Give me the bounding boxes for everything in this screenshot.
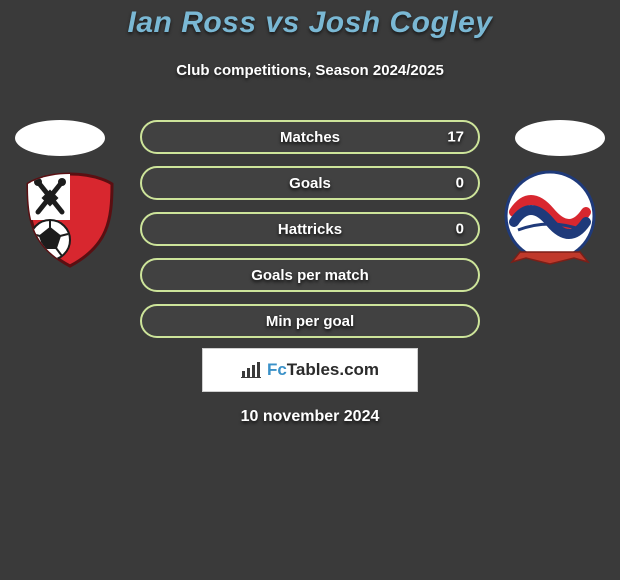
brand-text-suffix: Tables.com (287, 360, 379, 379)
stat-row-goals: Goals 0 (140, 166, 480, 200)
stat-row-hattricks: Hattricks 0 (140, 212, 480, 246)
stat-value-right: 0 (456, 175, 464, 192)
stat-row-goals-per-match: Goals per match (140, 258, 480, 292)
player-photo-placeholder-right (515, 120, 605, 156)
stat-label: Matches (280, 129, 340, 146)
stat-label: Goals per match (251, 267, 369, 284)
stat-value-right: 0 (456, 221, 464, 238)
stat-row-matches: Matches 17 (140, 120, 480, 154)
stat-row-min-per-goal: Min per goal (140, 304, 480, 338)
brand-text-prefix: Fc (267, 360, 287, 379)
brand-text: FcTables.com (267, 360, 379, 380)
page-title: Ian Ross vs Josh Cogley (0, 6, 620, 40)
club-badge-left (20, 170, 120, 270)
page-subtitle: Club competitions, Season 2024/2025 (0, 62, 620, 79)
date-label: 10 november 2024 (0, 408, 620, 426)
stat-label: Goals (289, 175, 331, 192)
club-badge-right (500, 170, 600, 270)
stat-label: Hattricks (278, 221, 342, 238)
stat-label: Min per goal (266, 313, 354, 330)
stat-rows: Matches 17 Goals 0 Hattricks 0 Goals per… (140, 120, 480, 350)
stat-value-right: 17 (447, 129, 464, 146)
brand-box: FcTables.com (202, 348, 418, 392)
player-photo-placeholder-left (15, 120, 105, 156)
bar-chart-icon (241, 362, 261, 378)
